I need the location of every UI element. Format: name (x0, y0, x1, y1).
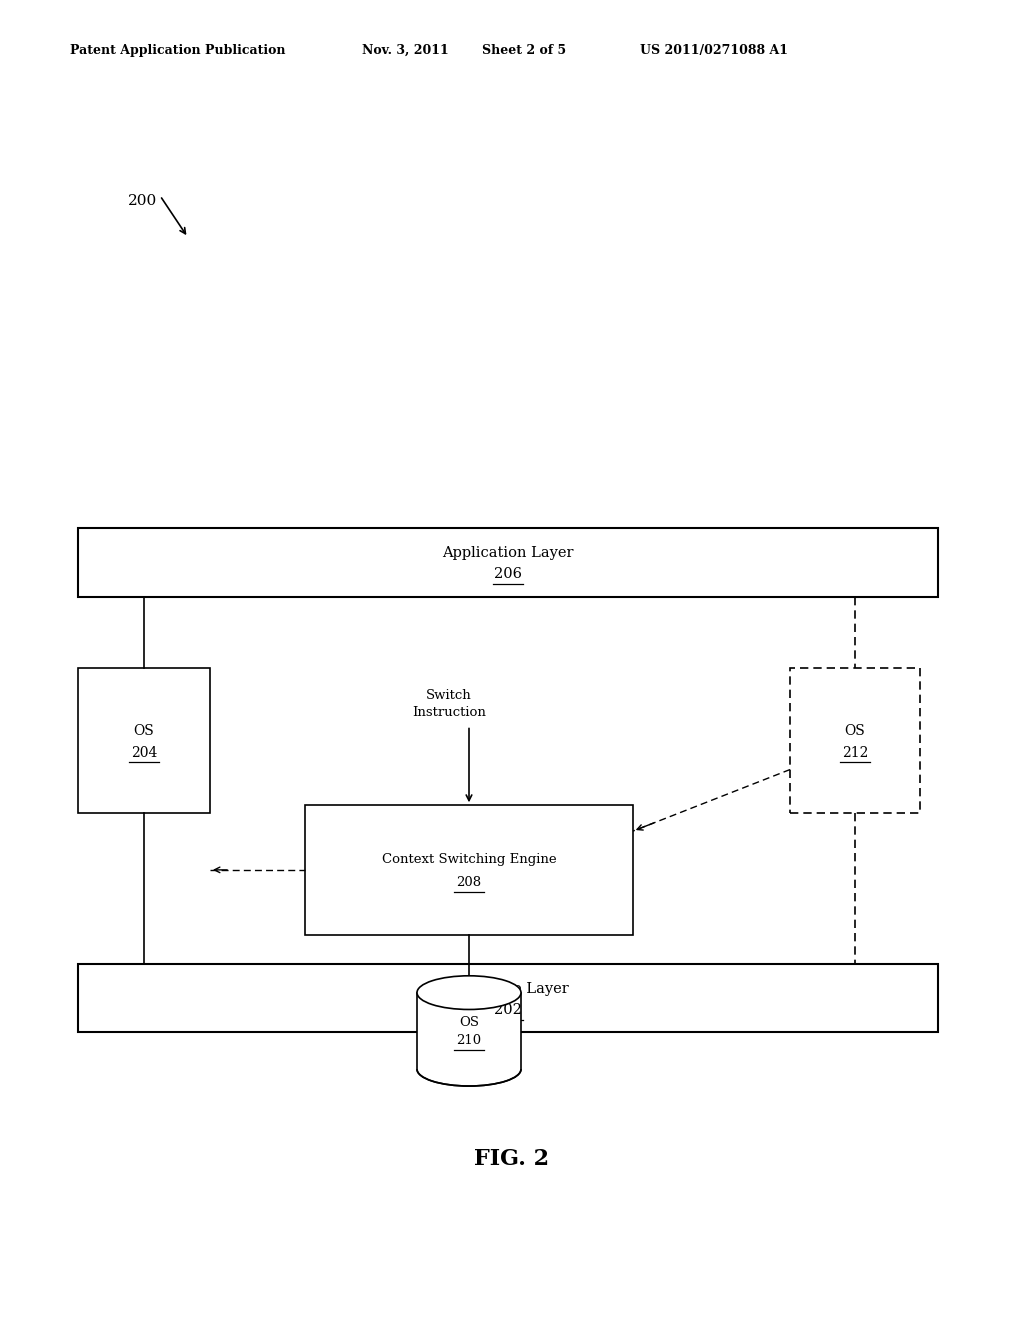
Text: 202: 202 (494, 1003, 522, 1016)
Text: 210: 210 (457, 1035, 481, 1048)
Text: FIG. 2: FIG. 2 (474, 1148, 550, 1170)
Text: US 2011/0271088 A1: US 2011/0271088 A1 (640, 44, 788, 57)
Text: Patent Application Publication: Patent Application Publication (70, 44, 286, 57)
Text: 212: 212 (842, 746, 868, 759)
Text: Nov. 3, 2011: Nov. 3, 2011 (362, 44, 449, 57)
Text: Switch
Instruction: Switch Instruction (412, 689, 486, 718)
Bar (78, 964, 938, 1032)
Text: Hardware Layer: Hardware Layer (447, 982, 569, 995)
Bar (305, 805, 633, 935)
Text: OS: OS (459, 1016, 479, 1030)
Bar (417, 993, 521, 1069)
Text: Application Layer: Application Layer (442, 546, 573, 560)
Text: 200: 200 (128, 194, 158, 207)
Text: OS: OS (845, 723, 865, 738)
Text: OS: OS (133, 723, 155, 738)
Bar (78, 528, 938, 597)
Bar (790, 668, 920, 813)
Ellipse shape (417, 975, 521, 1010)
Text: 208: 208 (457, 876, 481, 890)
Text: 206: 206 (494, 568, 522, 581)
Bar (78, 668, 210, 813)
Text: 204: 204 (131, 746, 158, 759)
Text: Context Switching Engine: Context Switching Engine (382, 854, 556, 866)
Text: Sheet 2 of 5: Sheet 2 of 5 (482, 44, 566, 57)
